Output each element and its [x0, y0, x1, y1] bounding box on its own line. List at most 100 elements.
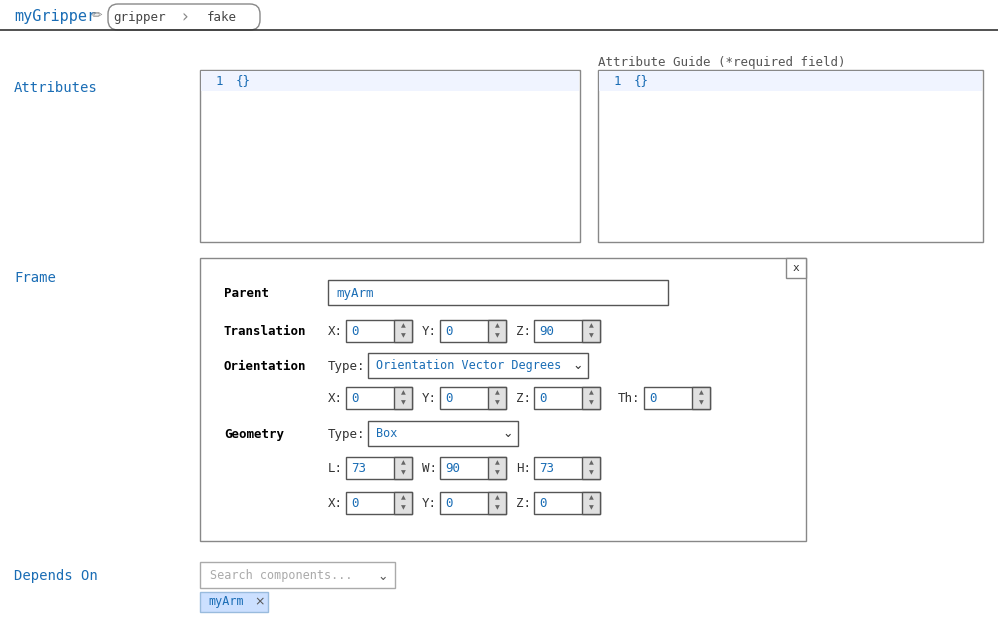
Bar [200, 70, 580, 242]
Bar [200, 592, 268, 612]
Bar [368, 421, 518, 446]
FancyBboxPatch shape [108, 4, 260, 30]
Text: Box: Box [376, 427, 397, 440]
Bar [488, 492, 506, 514]
Bar [328, 280, 668, 305]
Bar [534, 457, 600, 479]
Text: ▼: ▼ [400, 470, 405, 475]
Text: X:: X: [328, 497, 343, 509]
Text: Search components...: Search components... [210, 569, 352, 583]
Bar [488, 387, 506, 409]
Text: Z:: Z: [516, 325, 531, 337]
Text: 90: 90 [539, 325, 554, 337]
Bar [599, 71, 982, 91]
Text: ▼: ▼ [400, 334, 405, 338]
Text: myArm: myArm [208, 596, 244, 609]
Bar [440, 320, 506, 342]
Text: 0: 0 [445, 497, 452, 509]
Text: fake: fake [207, 10, 237, 23]
Bar [582, 492, 600, 514]
Text: 1: 1 [216, 75, 224, 88]
Bar [488, 457, 506, 479]
Text: Y:: Y: [422, 392, 437, 404]
Bar [394, 457, 412, 479]
Bar [582, 457, 600, 479]
Text: gripper: gripper [114, 10, 167, 23]
Text: 0: 0 [445, 392, 452, 404]
Text: Attributes: Attributes [14, 81, 98, 95]
Text: 0: 0 [351, 392, 358, 404]
Text: ▼: ▼ [589, 401, 594, 405]
Text: ▼: ▼ [495, 334, 499, 338]
Bar [534, 320, 600, 342]
Text: Geometry: Geometry [224, 428, 284, 440]
Text: Parent: Parent [224, 287, 269, 299]
Text: 73: 73 [539, 462, 554, 475]
Text: ▲: ▲ [589, 324, 594, 328]
Text: ›: › [182, 8, 189, 26]
Text: ▼: ▼ [589, 506, 594, 510]
Text: H:: H: [516, 462, 531, 475]
Bar [440, 457, 506, 479]
Text: x: x [792, 263, 799, 273]
Text: ▲: ▲ [589, 391, 594, 395]
Text: ▼: ▼ [495, 506, 499, 510]
Text: ⌄: ⌄ [503, 427, 513, 440]
Text: Translation: Translation [224, 325, 306, 337]
Bar [346, 320, 412, 342]
Bar [368, 353, 588, 378]
Bar [786, 258, 806, 278]
Text: 0: 0 [351, 497, 358, 509]
Bar [488, 320, 506, 342]
Text: ▲: ▲ [400, 496, 405, 500]
Text: Y:: Y: [422, 325, 437, 337]
Text: ▼: ▼ [589, 470, 594, 475]
Text: ✏: ✏ [92, 10, 103, 23]
Text: Attribute Guide (*required field): Attribute Guide (*required field) [598, 55, 845, 68]
Text: 90: 90 [445, 462, 460, 475]
Bar [346, 387, 412, 409]
Text: ▼: ▼ [495, 470, 499, 475]
Text: ▲: ▲ [495, 391, 499, 395]
Text: Type:: Type: [328, 428, 365, 440]
Text: myGripper: myGripper [14, 8, 96, 23]
Text: ×: × [254, 596, 265, 609]
Text: 0: 0 [445, 325, 452, 337]
Text: ⌄: ⌄ [378, 569, 388, 583]
Text: 0: 0 [351, 325, 358, 337]
Text: 0: 0 [649, 392, 657, 404]
Text: ▼: ▼ [400, 401, 405, 405]
Bar [394, 387, 412, 409]
Bar [346, 457, 412, 479]
Text: ▼: ▼ [589, 334, 594, 338]
Bar [346, 492, 412, 514]
Bar [534, 492, 600, 514]
Text: Type:: Type: [328, 359, 365, 372]
Bar [440, 492, 506, 514]
Text: W:: W: [422, 462, 437, 475]
Text: ▲: ▲ [495, 496, 499, 500]
Bar [201, 71, 579, 91]
Text: X:: X: [328, 325, 343, 337]
Text: Y:: Y: [422, 497, 437, 509]
Bar [582, 320, 600, 342]
Text: Frame: Frame [14, 271, 56, 285]
Text: {}: {} [634, 75, 649, 88]
Text: ▲: ▲ [699, 391, 704, 395]
Text: 1: 1 [614, 75, 622, 88]
Text: ▲: ▲ [400, 391, 405, 395]
Text: ▲: ▲ [589, 496, 594, 500]
Text: ▲: ▲ [495, 324, 499, 328]
Text: ▲: ▲ [495, 460, 499, 466]
Bar [394, 492, 412, 514]
Bar [644, 387, 710, 409]
Text: X:: X: [328, 392, 343, 404]
Text: 0: 0 [539, 497, 547, 509]
Text: myArm: myArm [336, 287, 373, 299]
Bar [394, 320, 412, 342]
Text: 73: 73 [351, 462, 366, 475]
Text: ⌄: ⌄ [573, 359, 583, 372]
Text: ▲: ▲ [589, 460, 594, 466]
Text: Orientation Vector Degrees: Orientation Vector Degrees [376, 359, 561, 372]
Text: ▲: ▲ [400, 460, 405, 466]
